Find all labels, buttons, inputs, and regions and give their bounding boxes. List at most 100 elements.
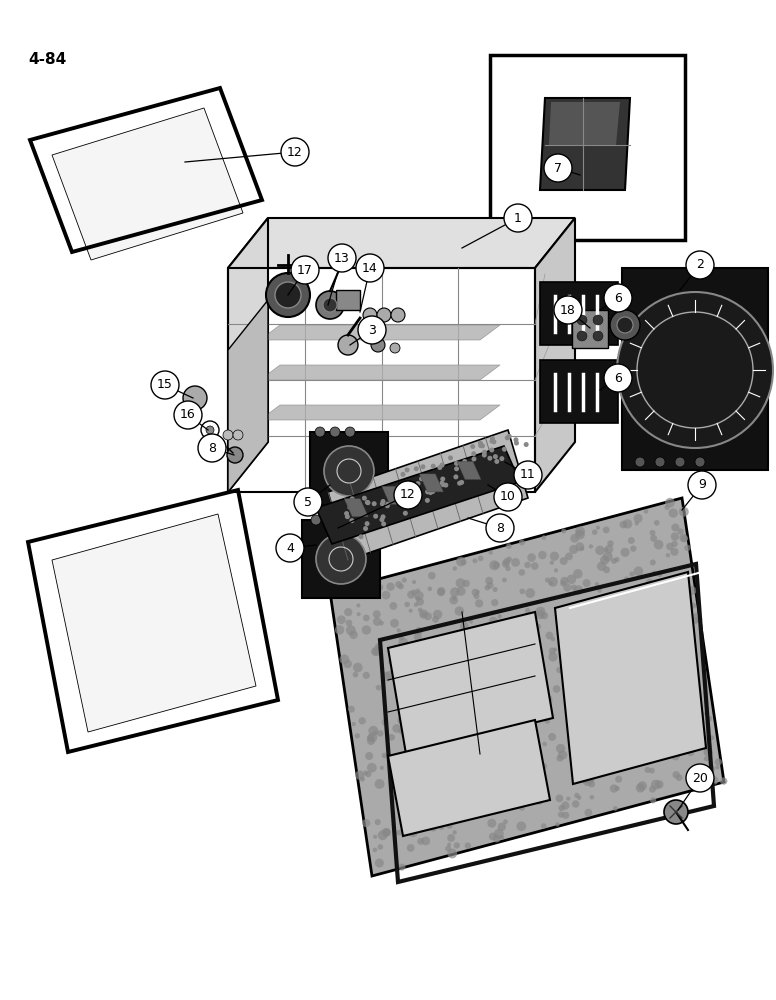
Text: 1: 1 <box>514 212 522 225</box>
Circle shape <box>642 728 651 737</box>
Circle shape <box>650 640 659 650</box>
Circle shape <box>416 663 421 667</box>
Circle shape <box>538 551 546 559</box>
Circle shape <box>455 606 464 616</box>
Circle shape <box>681 535 688 542</box>
Circle shape <box>565 553 573 560</box>
Circle shape <box>631 609 639 617</box>
Circle shape <box>382 753 387 758</box>
Circle shape <box>447 843 451 847</box>
Circle shape <box>701 769 708 776</box>
Circle shape <box>483 791 487 795</box>
Circle shape <box>577 331 587 341</box>
Circle shape <box>618 602 623 607</box>
Circle shape <box>380 514 386 519</box>
Circle shape <box>571 585 577 590</box>
Circle shape <box>486 514 514 542</box>
Circle shape <box>615 557 619 562</box>
Circle shape <box>561 801 570 810</box>
Circle shape <box>442 689 446 693</box>
Circle shape <box>371 592 375 596</box>
Circle shape <box>462 459 467 464</box>
Text: 20: 20 <box>692 772 708 784</box>
Circle shape <box>465 842 471 849</box>
Circle shape <box>630 545 636 552</box>
Circle shape <box>394 481 422 509</box>
Circle shape <box>486 671 494 680</box>
Polygon shape <box>310 432 388 510</box>
Circle shape <box>421 464 425 469</box>
Text: 14: 14 <box>362 261 378 274</box>
Circle shape <box>373 835 377 839</box>
Circle shape <box>505 756 515 766</box>
Circle shape <box>603 660 611 668</box>
Circle shape <box>686 764 714 792</box>
Circle shape <box>531 677 535 681</box>
Circle shape <box>323 298 337 312</box>
Circle shape <box>452 830 457 835</box>
Circle shape <box>428 587 432 591</box>
Circle shape <box>372 610 381 618</box>
Circle shape <box>426 814 433 821</box>
Circle shape <box>590 795 594 800</box>
Circle shape <box>475 599 483 607</box>
Circle shape <box>671 602 676 606</box>
Circle shape <box>352 672 359 677</box>
Circle shape <box>431 756 437 762</box>
Circle shape <box>372 501 376 506</box>
Circle shape <box>592 605 599 612</box>
Circle shape <box>223 430 233 440</box>
Circle shape <box>492 636 499 643</box>
Circle shape <box>456 578 466 588</box>
Circle shape <box>484 688 492 695</box>
Circle shape <box>508 695 515 702</box>
Circle shape <box>395 581 402 588</box>
Circle shape <box>367 737 375 745</box>
Circle shape <box>405 743 411 750</box>
Polygon shape <box>388 720 550 836</box>
Circle shape <box>696 723 702 729</box>
Circle shape <box>453 727 459 732</box>
Circle shape <box>482 643 490 651</box>
Circle shape <box>497 654 504 661</box>
Circle shape <box>472 769 480 777</box>
Circle shape <box>524 442 528 447</box>
Circle shape <box>479 761 488 770</box>
Circle shape <box>402 778 411 788</box>
Circle shape <box>410 828 417 835</box>
Circle shape <box>520 696 524 700</box>
Circle shape <box>574 793 580 798</box>
Text: 17: 17 <box>297 263 313 276</box>
Circle shape <box>390 343 400 353</box>
Circle shape <box>657 708 664 715</box>
Circle shape <box>589 701 595 707</box>
Circle shape <box>345 514 350 519</box>
Circle shape <box>587 722 595 731</box>
Circle shape <box>449 651 457 659</box>
Circle shape <box>324 446 374 496</box>
Circle shape <box>448 455 453 460</box>
Circle shape <box>563 583 571 592</box>
Circle shape <box>709 735 714 740</box>
Circle shape <box>650 530 656 536</box>
Circle shape <box>710 776 719 785</box>
Circle shape <box>350 496 355 501</box>
Circle shape <box>459 480 464 485</box>
Circle shape <box>506 543 511 549</box>
Circle shape <box>669 508 678 518</box>
Circle shape <box>596 526 600 530</box>
Circle shape <box>574 732 580 737</box>
Text: 11: 11 <box>520 468 536 482</box>
Circle shape <box>460 696 469 705</box>
Circle shape <box>397 716 405 724</box>
Circle shape <box>445 846 451 852</box>
Circle shape <box>559 805 565 811</box>
Circle shape <box>504 435 510 440</box>
Circle shape <box>497 614 502 619</box>
Circle shape <box>437 588 445 596</box>
Circle shape <box>365 500 370 505</box>
Circle shape <box>601 657 611 667</box>
Text: 18: 18 <box>560 304 576 316</box>
Circle shape <box>530 662 534 666</box>
Circle shape <box>615 635 622 642</box>
